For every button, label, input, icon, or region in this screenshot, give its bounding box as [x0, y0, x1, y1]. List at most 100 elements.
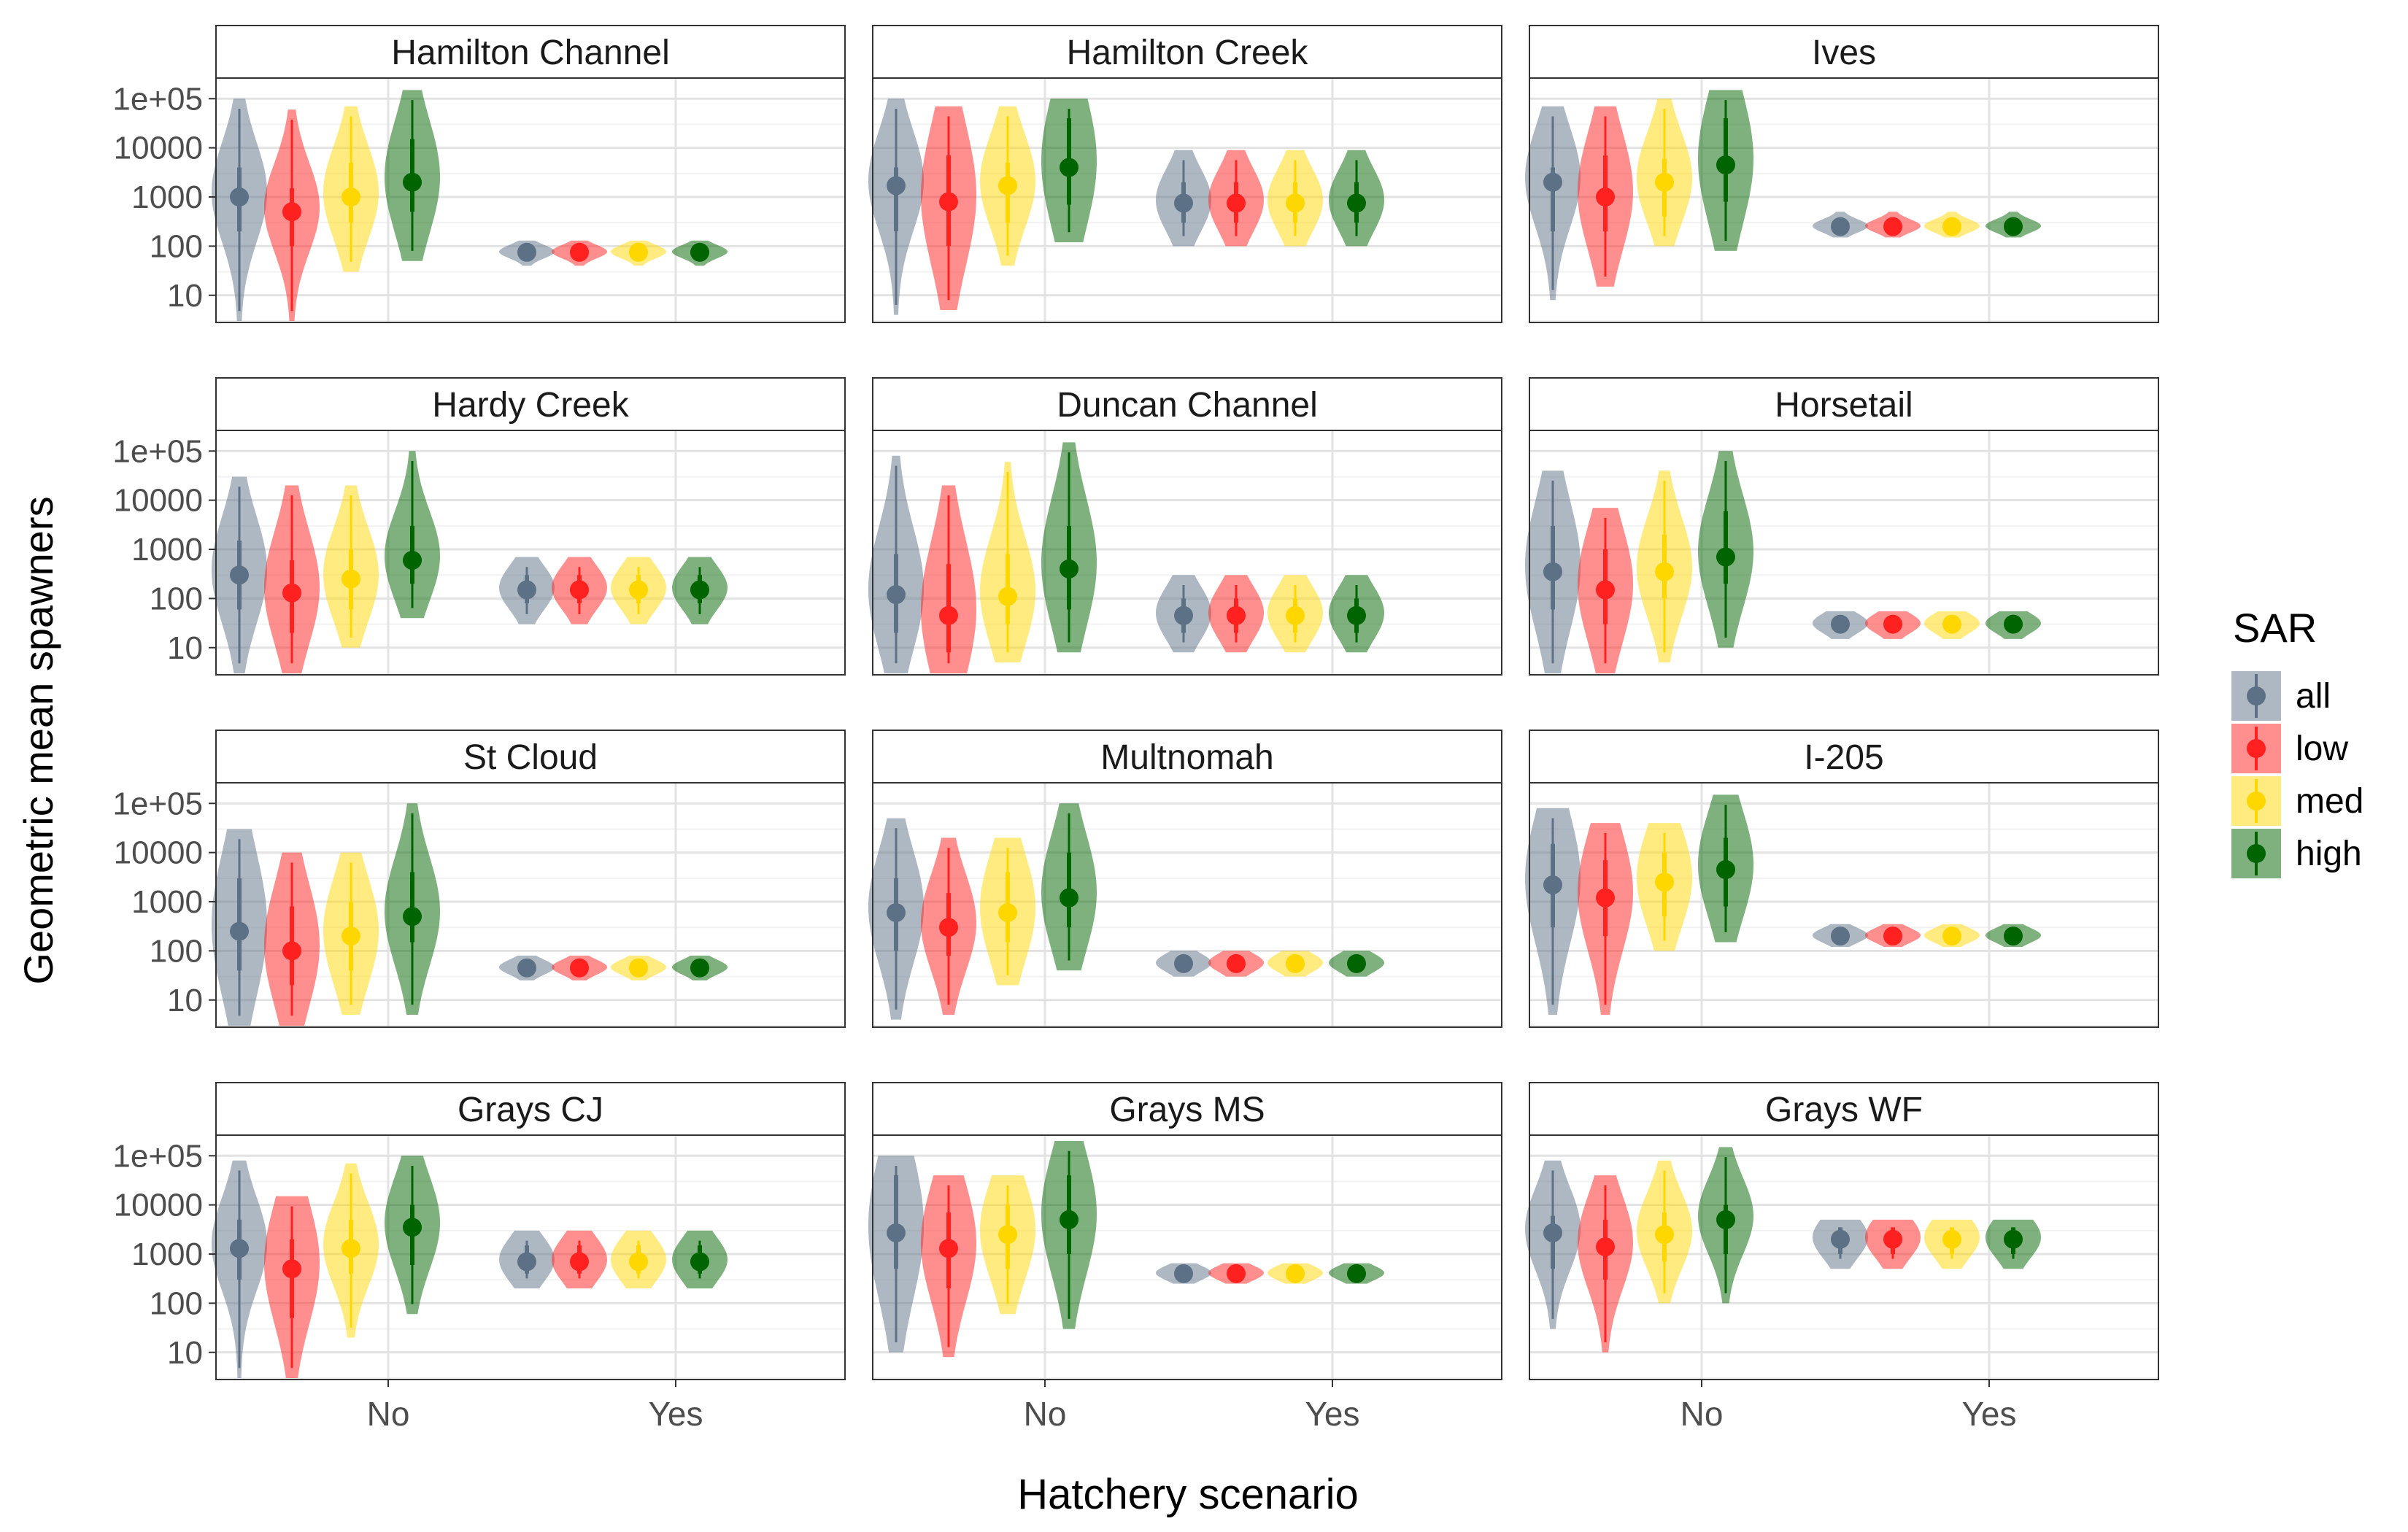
violin-group — [499, 1230, 555, 1289]
median-point — [1655, 873, 1674, 892]
violin-group — [672, 240, 728, 266]
panel-title: Horsetail — [1775, 386, 1913, 425]
violin-group — [1156, 951, 1211, 977]
median-point — [1227, 606, 1246, 625]
violin-group — [1525, 1160, 1581, 1329]
panel-title: Grays CJ — [458, 1091, 603, 1129]
median-point — [341, 569, 360, 589]
median-point — [1347, 606, 1366, 625]
median-point — [1543, 875, 1562, 894]
median-point — [1716, 155, 1735, 175]
y-tick-label: 1e+05 — [112, 786, 203, 821]
median-point — [1596, 580, 1615, 600]
median-point — [282, 202, 301, 222]
median-point — [341, 1239, 360, 1258]
plot-background — [1529, 783, 2158, 1027]
median-point — [998, 1225, 1017, 1245]
median-point — [998, 587, 1017, 606]
panel-border — [872, 77, 1502, 323]
violin-group — [1698, 90, 1753, 251]
legend-entry-low: low — [2231, 724, 2348, 773]
violin-group — [980, 837, 1035, 986]
median-point — [403, 550, 422, 570]
panel-hardy-creek: Hardy Creek 10 100 1000 10000 1e+05 — [112, 377, 846, 676]
violin-group — [1986, 924, 2041, 948]
strip-background — [215, 1082, 846, 1136]
median-point — [939, 192, 958, 212]
median-point — [1286, 953, 1305, 973]
violin-group — [1986, 212, 2041, 238]
median-point — [1596, 888, 1615, 908]
violin-group — [921, 837, 976, 1015]
median-point — [629, 242, 648, 262]
x-axis-title: Hatchery scenario — [1017, 1471, 1358, 1518]
median-point — [1174, 953, 1193, 973]
median-point — [887, 585, 906, 605]
median-point — [1831, 217, 1850, 236]
strip-background — [215, 25, 846, 79]
median-point — [1942, 614, 1961, 634]
violin-group — [1578, 823, 1633, 1015]
median-point — [403, 907, 422, 926]
panel-grays-cj: Grays CJ 10 100 1000 10000 1e+05 No Yes — [112, 1082, 846, 1433]
violin-group — [552, 557, 607, 624]
violin-group — [1986, 611, 2041, 639]
median-point — [690, 958, 709, 978]
violin-group — [1156, 1263, 1211, 1284]
violin-group — [672, 955, 728, 980]
median-point — [1174, 1264, 1193, 1283]
median-point — [570, 242, 589, 262]
panel-border — [872, 430, 1502, 676]
median-point — [629, 580, 648, 600]
median-point — [1942, 1229, 1961, 1249]
x-tick-label: Yes — [1961, 1395, 2016, 1433]
violin-group — [499, 557, 555, 624]
median-point — [1060, 888, 1078, 908]
violin-group — [323, 852, 379, 1015]
violin-group — [1637, 1160, 1692, 1304]
legend-title: SAR — [2233, 605, 2317, 651]
panel-border — [1529, 77, 2159, 323]
median-point — [690, 242, 709, 262]
violin-group — [552, 955, 607, 980]
x-tick-label: Yes — [648, 1395, 703, 1433]
median-point — [939, 1239, 958, 1258]
violin-group — [385, 803, 440, 1015]
violin-group — [1208, 150, 1264, 247]
violin-group — [1578, 508, 1633, 673]
strip-background — [872, 1082, 1502, 1136]
violin-group — [1924, 611, 1980, 639]
median-point — [690, 580, 709, 600]
violin-group — [552, 240, 607, 266]
violin-group — [1267, 1263, 1323, 1284]
violin-group — [868, 1156, 924, 1353]
violin-group — [385, 90, 440, 261]
median-point — [2004, 1229, 2023, 1249]
panel-border — [1529, 1134, 2159, 1380]
violin-group — [499, 955, 555, 980]
median-point — [1227, 953, 1246, 973]
legend-key-point — [2247, 686, 2266, 705]
y-tick-label: 10000 — [114, 131, 203, 166]
median-point — [1655, 1225, 1674, 1245]
panel-border — [872, 782, 1502, 1028]
strip-background — [1529, 1082, 2159, 1136]
x-tick-label: No — [1024, 1395, 1067, 1433]
violin-group — [264, 485, 320, 673]
violin-group — [1208, 1263, 1264, 1284]
strip-background — [872, 377, 1502, 431]
median-point — [517, 1252, 536, 1272]
plot-background — [873, 783, 1502, 1027]
median-point — [1716, 547, 1735, 567]
panel-border — [1529, 782, 2159, 1028]
violin-group — [1698, 451, 1753, 648]
violin-group — [1329, 575, 1384, 653]
median-point — [939, 606, 958, 625]
violin-group — [1156, 150, 1211, 247]
legend-entry-all: all — [2231, 671, 2331, 721]
median-point — [1286, 193, 1305, 213]
median-point — [517, 580, 536, 600]
panel-border — [1529, 430, 2159, 676]
violin-group — [1578, 106, 1633, 287]
median-point — [1883, 614, 1902, 634]
